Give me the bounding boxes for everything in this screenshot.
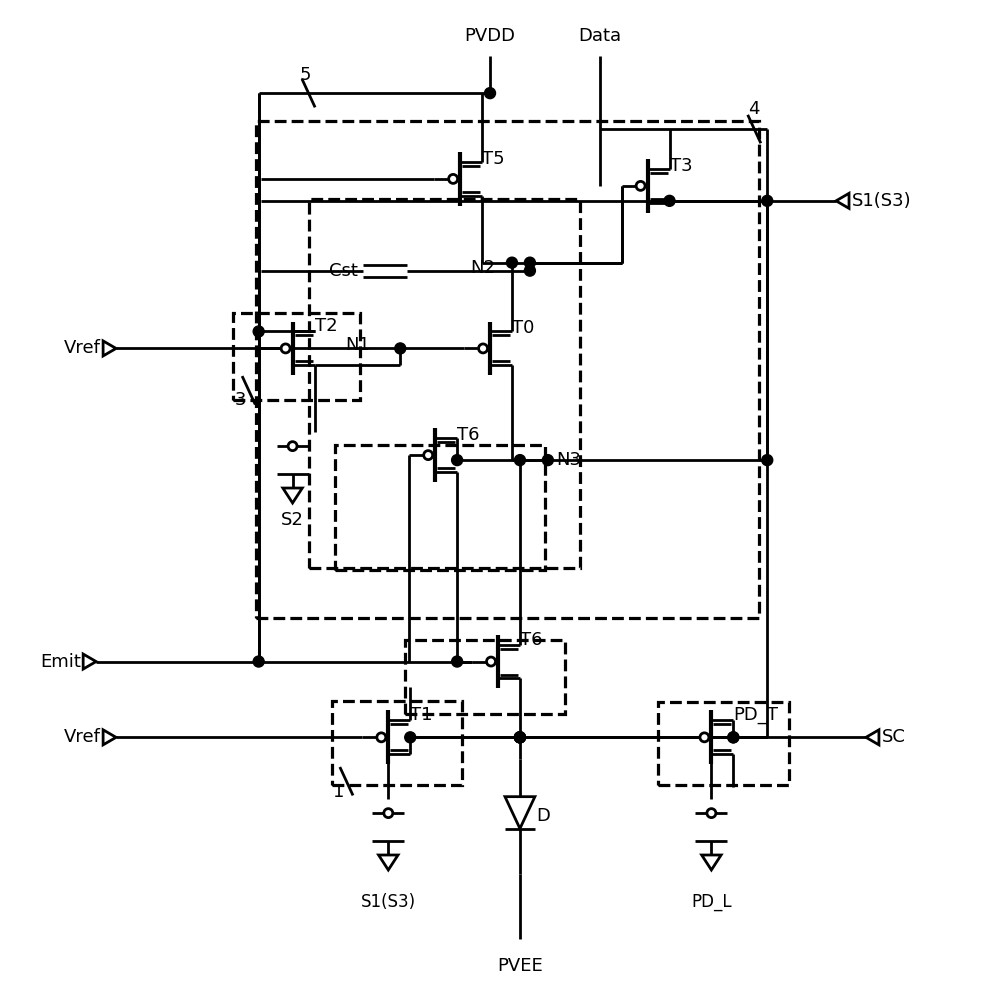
Text: PD_L: PD_L <box>691 893 732 911</box>
Text: 4: 4 <box>748 100 760 118</box>
Circle shape <box>515 732 526 743</box>
Text: 1: 1 <box>333 783 344 801</box>
Circle shape <box>761 455 772 466</box>
Circle shape <box>664 195 675 206</box>
Text: 3: 3 <box>235 391 247 409</box>
Circle shape <box>448 174 457 183</box>
Text: D: D <box>536 807 550 825</box>
Circle shape <box>451 656 462 667</box>
Circle shape <box>281 344 290 353</box>
Bar <box>255 121 759 618</box>
Circle shape <box>707 809 716 818</box>
Text: N3: N3 <box>556 451 580 469</box>
Bar <box>335 445 545 570</box>
Circle shape <box>515 732 526 743</box>
Text: PVEE: PVEE <box>497 957 543 975</box>
Text: Data: Data <box>579 27 621 45</box>
Text: Cst: Cst <box>328 262 358 280</box>
Text: N1: N1 <box>346 336 371 354</box>
Circle shape <box>761 195 772 206</box>
Text: S1(S3): S1(S3) <box>852 192 911 210</box>
Circle shape <box>253 656 264 667</box>
Text: N2: N2 <box>470 259 495 277</box>
Circle shape <box>515 732 526 743</box>
Bar <box>658 702 789 785</box>
Text: Emit: Emit <box>41 653 82 671</box>
Circle shape <box>507 257 518 268</box>
Bar <box>308 199 580 568</box>
Bar <box>233 313 361 400</box>
Bar <box>406 640 565 714</box>
Text: SC: SC <box>882 728 906 746</box>
Circle shape <box>728 732 739 743</box>
Circle shape <box>253 326 264 337</box>
Circle shape <box>288 442 297 451</box>
Text: 5: 5 <box>300 66 311 84</box>
Circle shape <box>700 733 709 742</box>
Circle shape <box>543 455 554 466</box>
Bar <box>332 701 462 785</box>
Circle shape <box>478 344 487 353</box>
Text: Vref: Vref <box>65 728 101 746</box>
Text: PD_T: PD_T <box>734 706 778 724</box>
Circle shape <box>515 732 526 743</box>
Text: T5: T5 <box>482 150 505 168</box>
Circle shape <box>525 257 536 268</box>
Circle shape <box>405 732 415 743</box>
Circle shape <box>525 265 536 276</box>
Text: T0: T0 <box>512 319 535 337</box>
Circle shape <box>451 455 462 466</box>
Text: S1(S3): S1(S3) <box>361 893 415 911</box>
Text: S2: S2 <box>281 511 304 529</box>
Text: T3: T3 <box>670 157 692 175</box>
Circle shape <box>484 88 495 99</box>
Circle shape <box>423 451 432 460</box>
Text: Vref: Vref <box>65 339 101 357</box>
Text: T2: T2 <box>314 317 337 335</box>
Circle shape <box>486 657 495 666</box>
Circle shape <box>384 809 393 818</box>
Circle shape <box>515 455 526 466</box>
Circle shape <box>728 732 739 743</box>
Circle shape <box>395 343 406 354</box>
Text: T6: T6 <box>520 631 543 649</box>
Circle shape <box>377 733 386 742</box>
Text: PVDD: PVDD <box>464 27 516 45</box>
Circle shape <box>636 181 645 190</box>
Text: T1: T1 <box>411 706 432 724</box>
Text: T6: T6 <box>457 426 480 444</box>
